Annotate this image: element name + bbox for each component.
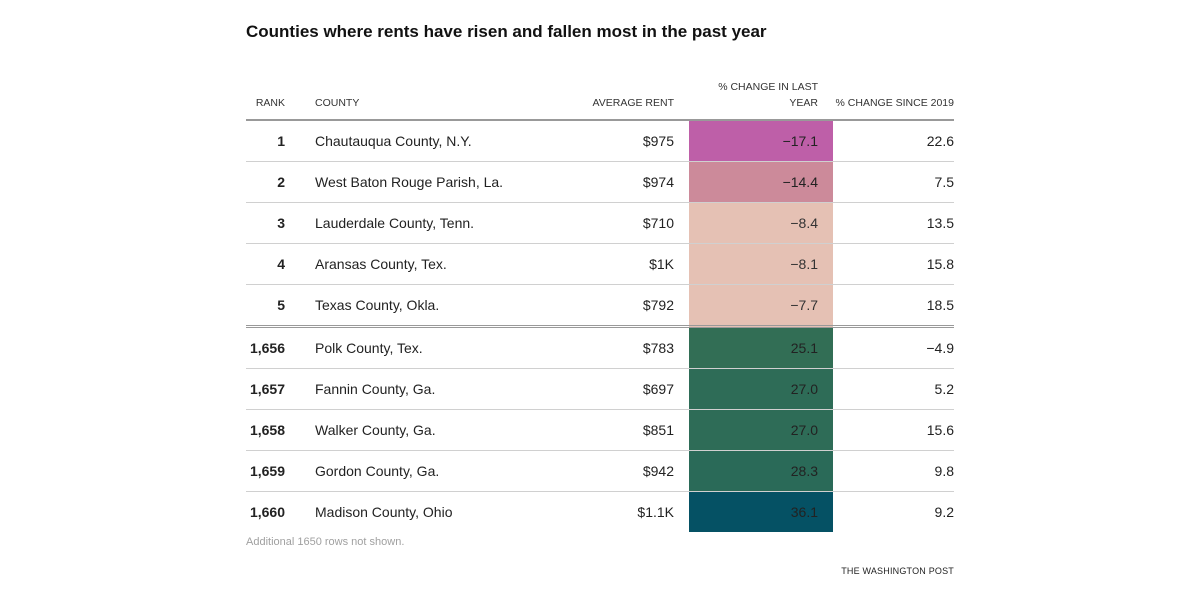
rank-cell: 5 xyxy=(246,284,285,328)
header-row: RANK COUNTY AVERAGE RENT % CHANGE IN LAS… xyxy=(246,66,954,121)
change-last-year-cell: −8.1 xyxy=(689,243,833,285)
average-rent-cell: $710 xyxy=(585,202,674,244)
spacer-cell xyxy=(674,202,689,244)
rank-cell: 3 xyxy=(246,202,285,244)
table-row: 1 Chautauqua County, N.Y. $975 −17.1 22.6 xyxy=(246,120,954,162)
rank-cell: 1,657 xyxy=(246,368,285,410)
county-cell: Lauderdale County, Tenn. xyxy=(285,202,585,244)
change-since-2019-cell: 22.6 xyxy=(833,120,954,162)
spacer-cell xyxy=(674,368,689,410)
change-since-2019-cell: 5.2 xyxy=(833,368,954,410)
table-row: 1,660 Madison County, Ohio $1.1K 36.1 9.2 xyxy=(246,491,954,533)
average-rent-cell: $697 xyxy=(585,368,674,410)
average-rent-cell: $975 xyxy=(585,120,674,162)
spacer-cell xyxy=(674,243,689,285)
spacer-cell xyxy=(674,409,689,451)
change-last-year-cell: 25.1 xyxy=(689,326,833,369)
table-row: 1,657 Fannin County, Ga. $697 27.0 5.2 xyxy=(246,368,954,410)
table-row: 1,659 Gordon County, Ga. $942 28.3 9.8 xyxy=(246,450,954,492)
change-since-2019-cell: 13.5 xyxy=(833,202,954,244)
rank-cell: 1,660 xyxy=(249,504,285,520)
table-row: 5 Texas County, Okla. $792 −7.7 18.5 xyxy=(246,284,954,328)
change-since-2019-cell: 9.2 xyxy=(934,504,954,520)
change-since-2019-cell: 15.8 xyxy=(833,243,954,285)
spacer-cell xyxy=(674,450,689,492)
county-cell: Gordon County, Ga. xyxy=(285,450,585,492)
change-last-year-cell: 28.3 xyxy=(689,450,833,492)
table-row: 4 Aransas County, Tex. $1K −8.1 15.8 xyxy=(246,243,954,285)
county-cell: Aransas County, Tex. xyxy=(285,243,585,285)
change-since-2019-cell: 15.6 xyxy=(833,409,954,451)
table-row: 1,658 Walker County, Ga. $851 27.0 15.6 xyxy=(246,409,954,451)
rank-cell: 1,659 xyxy=(246,450,285,492)
rank-cell: 2 xyxy=(246,161,285,203)
county-cell: Madison County, Ohio xyxy=(315,504,453,520)
chart-title: Counties where rents have risen and fall… xyxy=(246,22,767,41)
average-rent-cell: $1.1K xyxy=(637,504,674,520)
average-rent-cell: $783 xyxy=(585,326,674,369)
change-since-2019-cell: 9.8 xyxy=(833,450,954,492)
county-cell: Chautauqua County, N.Y. xyxy=(285,120,585,162)
average-rent-cell: $942 xyxy=(585,450,674,492)
change-last-year-cell: −7.7 xyxy=(689,284,833,328)
rank-cell: 1,656 xyxy=(246,326,285,369)
rank-cell: 1,658 xyxy=(246,409,285,451)
column-header-average-rent: AVERAGE RENT xyxy=(585,66,674,121)
spacer-cell xyxy=(674,492,689,533)
county-cell: Texas County, Okla. xyxy=(285,284,585,328)
change-last-year-cell: −14.4 xyxy=(689,161,833,203)
table-row: 1,656 Polk County, Tex. $783 25.1 −4.9 xyxy=(246,326,954,369)
source-credit: THE WASHINGTON POST xyxy=(841,566,954,576)
rank-cell: 1 xyxy=(246,120,285,162)
column-header-rank: RANK xyxy=(246,66,285,121)
change-last-year-cell: −8.4 xyxy=(689,202,833,244)
column-spacer xyxy=(674,66,689,121)
column-header-county: COUNTY xyxy=(285,66,585,121)
change-last-year-cell: 27.0 xyxy=(689,368,833,410)
table-row: 3 Lauderdale County, Tenn. $710 −8.4 13.5 xyxy=(246,202,954,244)
rank-cell: 4 xyxy=(246,243,285,285)
average-rent-cell: $792 xyxy=(585,284,674,328)
change-last-year-cell: 27.0 xyxy=(689,409,833,451)
spacer-cell xyxy=(674,326,689,369)
change-last-year-cell: −17.1 xyxy=(689,120,833,162)
county-cell: Walker County, Ga. xyxy=(285,409,585,451)
change-last-year-cell: 36.1 xyxy=(689,491,833,532)
average-rent-cell: $851 xyxy=(585,409,674,451)
footnote: Additional 1650 rows not shown. xyxy=(246,536,405,548)
average-rent-cell: $1K xyxy=(585,243,674,285)
table-body: 1 Chautauqua County, N.Y. $975 −17.1 22.6 2 We… xyxy=(246,120,954,532)
county-cell: Polk County, Tex. xyxy=(285,326,585,369)
table-row: 2 West Baton Rouge Parish, La. $974 −14.4 7.… xyxy=(246,161,954,203)
table-figure: Counties where rents have risen and fall… xyxy=(246,0,954,600)
change-since-2019-cell: 18.5 xyxy=(833,284,954,328)
spacer-cell xyxy=(674,161,689,203)
county-cell: Fannin County, Ga. xyxy=(285,368,585,410)
column-header-change-since-2019: % CHANGE SINCE 2019 xyxy=(833,66,954,121)
county-cell: West Baton Rouge Parish, La. xyxy=(285,161,585,203)
change-since-2019-cell: −4.9 xyxy=(833,326,954,369)
rent-table: RANK COUNTY AVERAGE RENT % CHANGE IN LAS… xyxy=(246,66,954,532)
change-since-2019-cell: 7.5 xyxy=(833,161,954,203)
spacer-cell xyxy=(674,120,689,162)
average-rent-cell: $974 xyxy=(585,161,674,203)
spacer-cell xyxy=(674,284,689,328)
column-header-change-last-year: % CHANGE IN LAST YEAR xyxy=(689,66,833,121)
